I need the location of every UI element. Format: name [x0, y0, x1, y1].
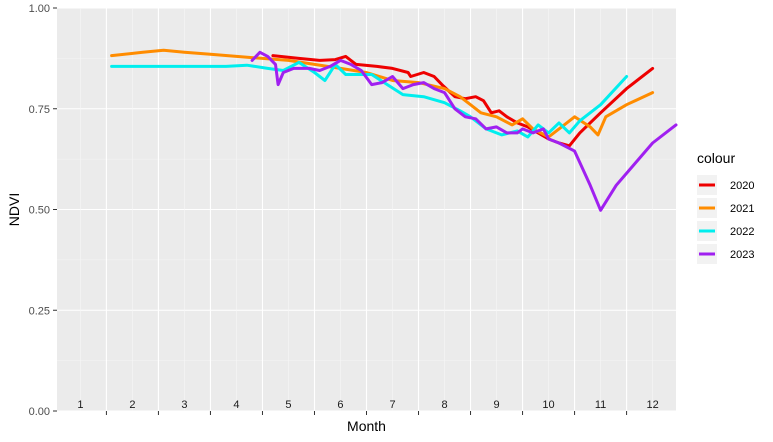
- month-label: 7: [389, 399, 395, 411]
- y-tick-label: 0.50: [29, 205, 50, 217]
- month-label: 2: [129, 399, 135, 411]
- series-line-2022: [110, 60, 629, 139]
- legend-label-2022: 2022: [730, 226, 754, 238]
- month-label: 5: [285, 399, 291, 411]
- legend: colour 2020 2021 2022 2023: [697, 150, 754, 264]
- month-label: 6: [337, 399, 343, 411]
- y-tick-label: 0.00: [29, 406, 50, 418]
- month-label: 10: [542, 399, 554, 411]
- month-label: 11: [595, 399, 606, 411]
- series-lines: [110, 48, 678, 212]
- x-axis: [105, 411, 628, 415]
- grid-lines: [57, 7, 676, 412]
- legend-items: 2020 2021 2022 2023: [697, 175, 754, 264]
- month-label: 3: [181, 399, 187, 411]
- y-tick-label: 1.00: [29, 3, 50, 15]
- month-label: 9: [493, 399, 499, 411]
- y-tick-label: 0.25: [29, 305, 50, 317]
- month-label: 4: [233, 399, 239, 411]
- legend-label-2020: 2020: [730, 180, 754, 192]
- month-label: 8: [441, 399, 447, 411]
- x-axis-title: Month: [347, 418, 386, 434]
- month-label: 12: [646, 399, 658, 411]
- y-axis-title: NDVI: [6, 193, 22, 226]
- legend-label-2023: 2023: [730, 249, 754, 261]
- legend-title: colour: [697, 150, 735, 166]
- month-label: 1: [77, 399, 83, 411]
- y-axis: 0.00 0.25 0.50 0.75 1.00: [29, 3, 57, 418]
- month-labels: 1 2 3 4 5 6 7 8 9 10 11 12: [77, 399, 658, 411]
- legend-label-2021: 2021: [730, 203, 754, 215]
- y-tick-label: 0.75: [29, 104, 50, 116]
- series-line-2023: [250, 50, 678, 212]
